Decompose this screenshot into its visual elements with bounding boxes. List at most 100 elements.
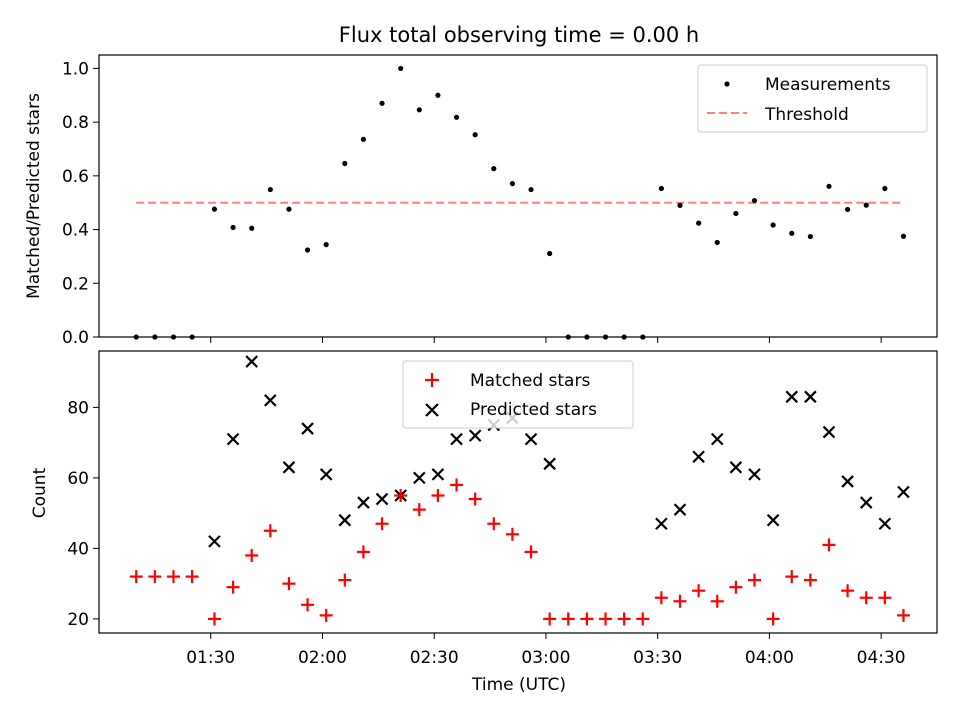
predicted-point: [897, 485, 910, 499]
matched-point: [673, 594, 687, 608]
measurement-point: [267, 186, 273, 193]
predicted-point: [319, 468, 333, 481]
x-tick-label: 03:00: [521, 648, 570, 668]
matched-point: [748, 573, 762, 587]
predicted-point: [859, 496, 873, 509]
measurement-point: [770, 222, 776, 228]
matched-point: [841, 584, 855, 598]
predicted-point: [338, 513, 352, 527]
predicted-point: [226, 432, 240, 446]
predicted-point: [878, 517, 892, 531]
predicted-point: [450, 432, 463, 446]
matched-point: [319, 608, 333, 622]
matched-point: [599, 612, 613, 626]
predicted-point: [766, 513, 780, 527]
matched-point: [226, 580, 240, 594]
legend-label-matched: Matched stars: [470, 371, 590, 391]
predicted-point: [543, 457, 556, 471]
x-tick-label: 04:30: [857, 648, 906, 668]
measurement-point: [882, 185, 888, 192]
matched-point: [710, 594, 724, 608]
matched-point: [859, 591, 873, 605]
matched-point: [148, 570, 162, 584]
measurement-point: [435, 92, 441, 98]
predicted-point: [655, 517, 668, 531]
legend-marker-matched: [425, 373, 439, 387]
x-axis-label: Time (UTC): [471, 675, 566, 695]
measurement-point: [900, 233, 907, 239]
bottom-y-tick-label: 80: [67, 398, 89, 418]
measurement-point: [789, 230, 795, 236]
predicted-point: [264, 394, 277, 407]
top-y-axis: 0.0 0.2 0.4 0.6 0.8 1.0: [62, 59, 99, 348]
measurement-point: [472, 132, 478, 138]
matched-point: [487, 517, 501, 531]
top-y-tick-label: 0.6: [62, 167, 89, 187]
matched-point: [636, 612, 650, 626]
matched-point: [282, 577, 296, 591]
matched-point: [394, 489, 408, 503]
measurement-point: [249, 225, 255, 231]
measurement-point: [342, 160, 348, 167]
top-y-tick-label: 0.4: [62, 221, 89, 241]
top-y-tick-label: 0.8: [62, 113, 89, 133]
bottom-y-tick-label: 20: [67, 610, 89, 630]
predicted-point: [468, 429, 482, 442]
matched-point: [617, 612, 631, 626]
measurement-point: [826, 183, 832, 189]
matched-point: [896, 608, 910, 622]
top-y-tick-label: 1.0: [62, 59, 89, 79]
matched-point: [654, 591, 668, 605]
legend-label-predicted: Predicted stars: [470, 400, 597, 420]
matched-point: [729, 580, 743, 594]
measurement-point: [416, 107, 422, 113]
top-y-axis-label: Matched/Predicted stars: [24, 93, 44, 299]
measurement-point: [751, 197, 758, 204]
predicted-point: [804, 390, 817, 404]
predicted-point: [692, 450, 705, 464]
measurement-point: [547, 250, 553, 257]
top-y-tick-label: 0.0: [62, 328, 89, 348]
measurement-point: [323, 242, 329, 248]
predicted-point: [208, 535, 221, 548]
measurement-point: [491, 166, 497, 172]
x-tick-label: 04:00: [745, 648, 794, 668]
measurement-point: [696, 220, 702, 226]
matched-point: [543, 612, 557, 626]
legend-label-measurements: Measurements: [765, 75, 891, 95]
predicted-point: [748, 468, 761, 481]
matched-point: [505, 527, 519, 541]
matched-point: [301, 598, 315, 612]
measurements-series: [133, 65, 907, 340]
legend-marker-predicted: [425, 403, 439, 417]
predicted-point: [673, 503, 687, 516]
matched-point: [468, 492, 482, 506]
matched-point: [785, 570, 799, 584]
matched-point: [263, 524, 277, 538]
bottom-y-tick-label: 60: [67, 469, 89, 489]
matched-point: [692, 584, 706, 598]
measurement-point: [845, 206, 851, 213]
bottom-y-tick-label: 40: [67, 539, 89, 559]
matched-point: [878, 591, 892, 605]
matched-point: [356, 545, 370, 559]
predicted-point: [413, 471, 426, 485]
top-chart-title: Flux total observing time = 0.00 h: [339, 23, 699, 47]
matched-point: [766, 612, 780, 626]
bottom-x-axis: 01:30 02:00 02:30 03:00 03:30 04:00 04:30: [186, 633, 906, 668]
matched-point: [185, 570, 199, 584]
predicted-point: [431, 468, 445, 481]
measurement-point: [733, 210, 739, 217]
matched-point: [822, 538, 836, 552]
matched-point: [338, 573, 352, 587]
matched-point: [412, 503, 426, 517]
measurement-point: [230, 224, 236, 231]
measurement-point: [304, 247, 311, 253]
matched-point: [129, 570, 143, 584]
measurement-point: [379, 100, 385, 106]
measurement-point: [714, 239, 720, 246]
bottom-plot-frame: [98, 350, 938, 634]
predicted-point: [822, 425, 836, 439]
predicted-point: [245, 355, 258, 368]
